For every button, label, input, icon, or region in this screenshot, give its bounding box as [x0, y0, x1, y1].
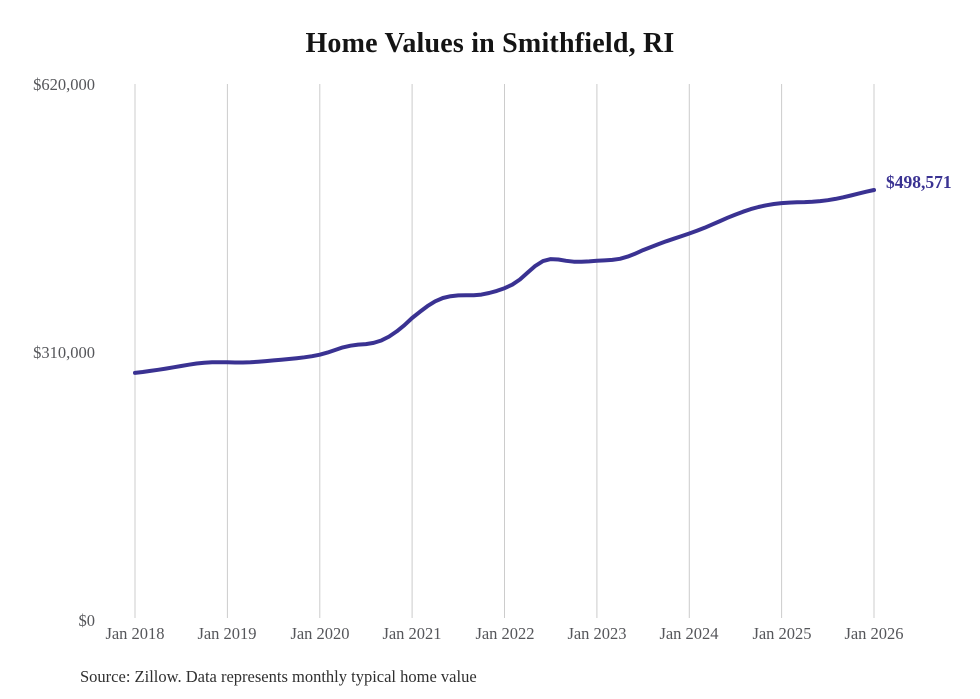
x-tick-label: Jan 2026: [844, 624, 904, 643]
home-value-line: [133, 188, 876, 375]
y-tick-label: $620,000: [33, 75, 95, 94]
y-tick-label: $0: [78, 611, 96, 630]
x-tick-label: Jan 2018: [105, 624, 165, 643]
x-tick-label: Jan 2024: [659, 624, 719, 643]
x-tick-label: Jan 2022: [475, 624, 535, 643]
x-tick-label: Jan 2025: [752, 624, 812, 643]
y-tick-label: $310,000: [33, 343, 95, 362]
x-tick-label: Jan 2019: [197, 624, 257, 643]
chart-title: Home Values in Smithfield, RI: [305, 28, 675, 59]
vertical-gridlines: [134, 84, 875, 618]
x-tick-label: Jan 2020: [290, 624, 350, 643]
current-value-annotation: $498,571: [886, 172, 952, 192]
source-note: Source: Zillow. Data represents monthly …: [80, 667, 477, 686]
x-tick-label: Jan 2021: [382, 624, 442, 643]
x-tick-label: Jan 2023: [567, 624, 627, 643]
